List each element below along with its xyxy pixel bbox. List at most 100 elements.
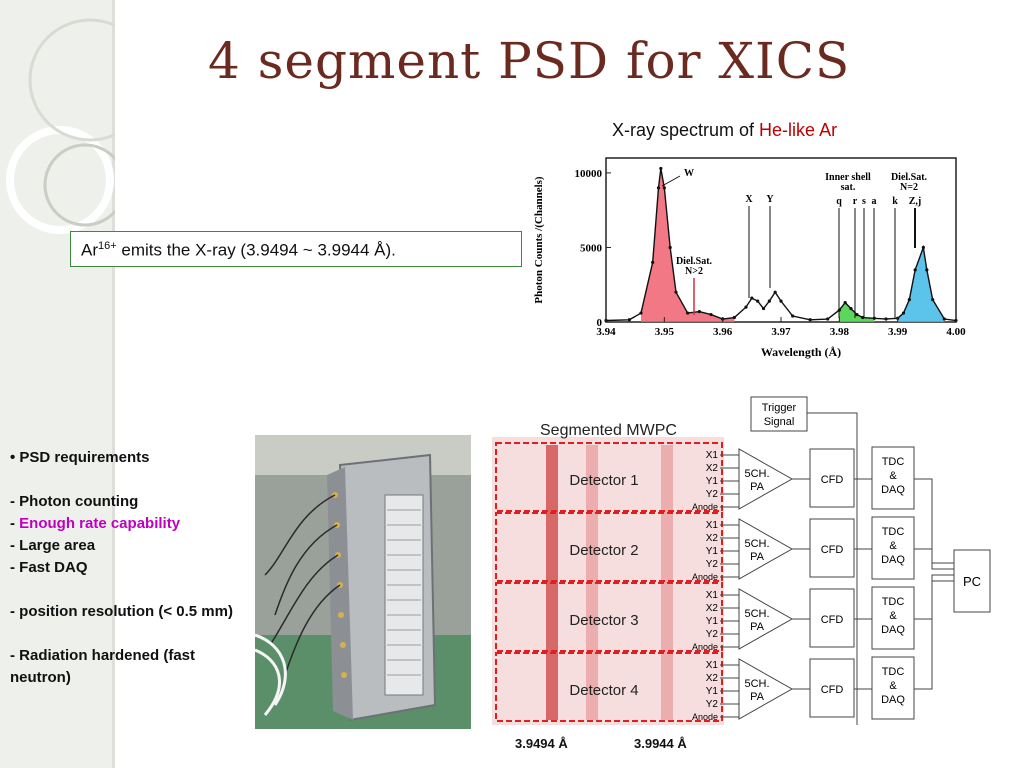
data-point (913, 268, 917, 272)
data-point (884, 317, 888, 321)
chart-annotation: Z,j (909, 196, 922, 207)
chart-annotation: a (872, 196, 877, 207)
preamp-label: PA (750, 551, 765, 563)
channel-label: X1 (706, 450, 719, 461)
data-point (907, 298, 911, 302)
x-tick-label: 3.96 (713, 326, 733, 338)
detector-label: Detector 4 (569, 682, 638, 699)
chart-annotation: s (862, 196, 866, 207)
tdc-label: TDC (882, 596, 905, 608)
data-point (750, 296, 754, 300)
y-tick-label: 5000 (580, 242, 603, 254)
shaded-peak (641, 168, 735, 322)
req-item: - Large area (10, 537, 96, 554)
shaded-peak (839, 302, 875, 322)
cfd-label: CFD (821, 614, 844, 626)
y-axis-label: Photon Counts /(Channels) (533, 176, 545, 303)
tdc-label: & (889, 680, 897, 692)
chart-annotation: Diel.Sat. (891, 172, 928, 183)
pc-wire (914, 574, 954, 620)
data-point (674, 290, 678, 294)
detector-label: Detector 1 (569, 472, 638, 489)
req-item: - position resolution (< 0.5 mm) (10, 603, 233, 620)
data-point (627, 318, 631, 322)
y-tick-label: 0 (597, 317, 603, 329)
trigger-wire (807, 412, 858, 725)
chart-annotation: Diel.Sat. (676, 256, 713, 267)
data-point (639, 311, 643, 315)
detector-segment (495, 512, 723, 582)
channel-label: X1 (706, 520, 719, 531)
detector-label: Detector 2 (569, 542, 638, 559)
data-point (925, 268, 929, 272)
segmented-mwpc-diagram: Segmented MWPC Trigger Signal Detector 1 X1 X… (492, 396, 991, 725)
req-item: - Radiation hardened (fast neutron) (10, 647, 196, 686)
data-point (861, 315, 865, 320)
data-point (849, 306, 853, 311)
wavelength-mark-right: 3.9944 Å (634, 736, 687, 751)
data-point (761, 306, 766, 311)
channel-label: X2 (706, 603, 719, 614)
wavelength-mark-left: 3.9494 Å (515, 736, 568, 751)
tdc-label: & (889, 540, 897, 552)
slide-title: 4 segment PSD for XICS (208, 32, 851, 90)
detector-segment (495, 582, 723, 652)
channel-label: Y2 (706, 699, 719, 710)
data-point (686, 311, 690, 315)
chart-caption-prefix: X-ray spectrum of (612, 120, 760, 140)
cfd-box (809, 518, 855, 578)
channel-label: Anode (692, 502, 718, 512)
data-point (662, 186, 666, 190)
x-tick-label: 3.95 (655, 326, 675, 338)
chart-caption-highlight: He-like Ar (759, 120, 838, 140)
data-point (651, 260, 655, 264)
detector-segment (495, 652, 723, 722)
tdc-label: TDC (882, 526, 905, 538)
annotation-leader (661, 175, 681, 187)
cfd-box (809, 658, 855, 718)
cfd-box (809, 448, 855, 508)
data-point (668, 245, 672, 250)
x-tick-label: 3.94 (596, 326, 616, 338)
data-point (942, 317, 946, 321)
tdc-box (871, 656, 915, 720)
data-point (767, 299, 771, 303)
note-text: Ar16+ emits the X-ray (3.9494 ~ 3.9944 Å… (81, 240, 396, 261)
x-axis-label: Wavelength (Å) (761, 345, 841, 359)
channel-label: Anode (692, 572, 718, 582)
pc-box (953, 549, 991, 613)
preamp-triangle (738, 658, 794, 720)
pc-label: PC (963, 574, 981, 589)
note-superscript: 16+ (98, 240, 117, 252)
requirements-list: • PSD requirements - Photon counting - E… (10, 447, 248, 689)
preamp-label: 5CH. (744, 468, 769, 480)
pc-wire (914, 478, 954, 564)
channel-label: X2 (706, 673, 719, 684)
channel-label: Y1 (706, 476, 719, 487)
data-point (732, 315, 736, 320)
channel-label: Y2 (706, 629, 719, 640)
x-tick-label: 3.98 (830, 326, 850, 338)
data-point (826, 317, 830, 321)
y-tick-label: 10000 (575, 168, 603, 180)
preamp-label: 5CH. (744, 678, 769, 690)
left-decor-divider (112, 0, 115, 768)
tdc-box (871, 586, 915, 650)
cfd-box (809, 588, 855, 648)
data-point (901, 311, 906, 315)
channel-label: X1 (706, 660, 719, 671)
detector-label: Detector 3 (569, 612, 638, 629)
preamp-label: PA (750, 621, 765, 633)
chart-annotation: W (684, 168, 694, 179)
xray-spectrum-chart: 3.94 3.95 3.96 3.97 3.98 3.99 4.00 0 5000 10000 Wa… (533, 157, 966, 359)
channel-label: X2 (706, 463, 719, 474)
preamp-triangle (738, 518, 794, 580)
pc-wire (914, 580, 954, 690)
preamp-triangle (738, 448, 794, 510)
channel-label: X1 (706, 590, 719, 601)
detector-segment (495, 442, 723, 512)
tdc-label: TDC (882, 456, 905, 468)
channel-label: Anode (692, 642, 718, 652)
data-point (744, 305, 748, 309)
channel-label: Y1 (706, 546, 719, 557)
